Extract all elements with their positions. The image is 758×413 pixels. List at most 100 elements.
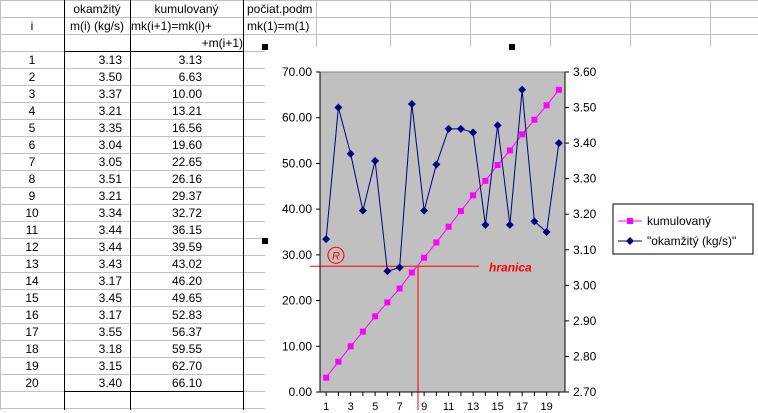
y-right-tick-label: 2.80 (573, 349, 597, 363)
series-line (325, 89, 560, 272)
data-point (519, 131, 526, 138)
cell-mk: 43.02 (171, 257, 202, 271)
chart-resize-handle-ml[interactable] (262, 238, 268, 244)
cell-mk: 46.20 (171, 274, 202, 288)
cell-mk: 39.59 (171, 240, 202, 254)
data-point (554, 139, 563, 148)
data-point (543, 102, 550, 109)
cell-m: 3.45 (98, 291, 122, 305)
cell-m: 3.44 (98, 223, 122, 237)
cell-i: 2 (28, 70, 36, 84)
cell-m: 3.51 (98, 172, 122, 186)
y-right-tick-label: 3.10 (573, 243, 597, 257)
data-point (494, 162, 501, 169)
data-point (444, 124, 453, 133)
cell-i: 3 (28, 87, 36, 101)
cell-mk: 52.83 (171, 308, 202, 322)
cell-i: 17 (25, 325, 39, 339)
cell-i: 4 (28, 104, 36, 118)
cell-m: 3.35 (98, 121, 122, 135)
data-point (323, 374, 330, 381)
cell-mk: 66.10 (171, 376, 202, 390)
data-point (506, 147, 513, 154)
header-okamzity: okamžitý (73, 2, 121, 16)
data-point (518, 85, 527, 94)
data-point (396, 285, 403, 292)
cell-mk: 29.37 (171, 189, 202, 203)
data-point (542, 228, 551, 236)
legend-box (612, 203, 754, 255)
cell-m: 3.21 (98, 104, 122, 118)
data-point (482, 177, 489, 184)
cell-i: 18 (25, 342, 39, 356)
y-left-tick-label: 50.00 (282, 156, 312, 170)
data-point (407, 100, 416, 108)
cell-i: 13 (25, 257, 39, 271)
cell-mk: 16.56 (171, 121, 202, 135)
cell-m: 3.17 (98, 308, 122, 322)
x-tick-label: 11 (443, 401, 454, 410)
data-point (383, 267, 392, 276)
x-tick-label: 5 (372, 401, 378, 410)
cell-m: 3.17 (98, 274, 122, 288)
cell-mk: 3.13 (178, 53, 202, 67)
header-mk1: mk(1)=m(1) (247, 19, 310, 33)
chart-resize-handle-tl[interactable] (262, 44, 268, 50)
header-m-i: m(i) (kg/s) (70, 19, 124, 33)
cell-i: 5 (28, 121, 36, 135)
cell-m: 3.44 (98, 240, 122, 254)
data-point (371, 156, 380, 165)
y-left-tick-label: 0.00 (289, 385, 313, 399)
data-point (433, 239, 440, 246)
y-left-tick-label: 70.00 (282, 65, 312, 79)
header-i: i (30, 19, 34, 33)
cell-i: 10 (25, 206, 39, 220)
r-marker-circle (327, 246, 345, 264)
x-tick-label: 15 (492, 401, 504, 410)
data-point (334, 103, 343, 112)
cell-i: 1 (28, 53, 36, 67)
cell-m: 3.40 (98, 376, 122, 390)
cell-i: 8 (28, 172, 36, 186)
header-kumulovany: kumulovaný (154, 2, 219, 16)
cell-i: 7 (28, 155, 36, 169)
data-point (421, 254, 428, 261)
cell-m: 3.05 (98, 155, 122, 169)
cell-i: 19 (25, 359, 39, 373)
series-kumulovany (323, 86, 562, 381)
y-left-tick-label: 20.00 (282, 294, 312, 308)
header-mk-formula: mk(i+1)=mk(i)+ (131, 19, 213, 33)
cell-m: 3.55 (98, 325, 122, 339)
y-left-tick-label: 30.00 (282, 248, 312, 262)
cell-i: 16 (25, 308, 39, 322)
y-right-tick-label: 3.60 (573, 65, 597, 79)
chart-resize-handle-tm[interactable] (509, 44, 515, 50)
data-point (505, 220, 514, 229)
cell-mk: 6.63 (178, 70, 202, 84)
data-point (530, 217, 539, 226)
x-tick-label: 3 (348, 401, 354, 410)
cell-i: 12 (25, 240, 39, 254)
y-right-tick-label: 2.70 (573, 385, 597, 399)
cell-i: 15 (25, 291, 39, 305)
cell-mk: 36.15 (171, 223, 202, 237)
data-point (531, 116, 538, 123)
y-right-tick-label: 3.40 (573, 136, 597, 150)
data-point (457, 208, 464, 215)
y-right-tick-label: 3.30 (573, 172, 597, 186)
cell-mk: 49.65 (171, 291, 202, 305)
y-right-tick-label: 3.50 (573, 101, 597, 115)
data-point (322, 235, 331, 244)
data-point (384, 299, 391, 306)
cell-m: 3.37 (98, 87, 122, 101)
y-right-tick-label: 3.00 (573, 278, 597, 292)
cell-m: 3.34 (98, 206, 122, 220)
cell-mk: 10.00 (171, 87, 202, 101)
header-pociat-podm: počiat.podm (247, 2, 313, 16)
y-right-tick-label: 3.20 (573, 207, 597, 221)
data-point (359, 328, 366, 335)
data-point (432, 160, 441, 169)
y-right-tick-label: 2.90 (573, 314, 597, 328)
